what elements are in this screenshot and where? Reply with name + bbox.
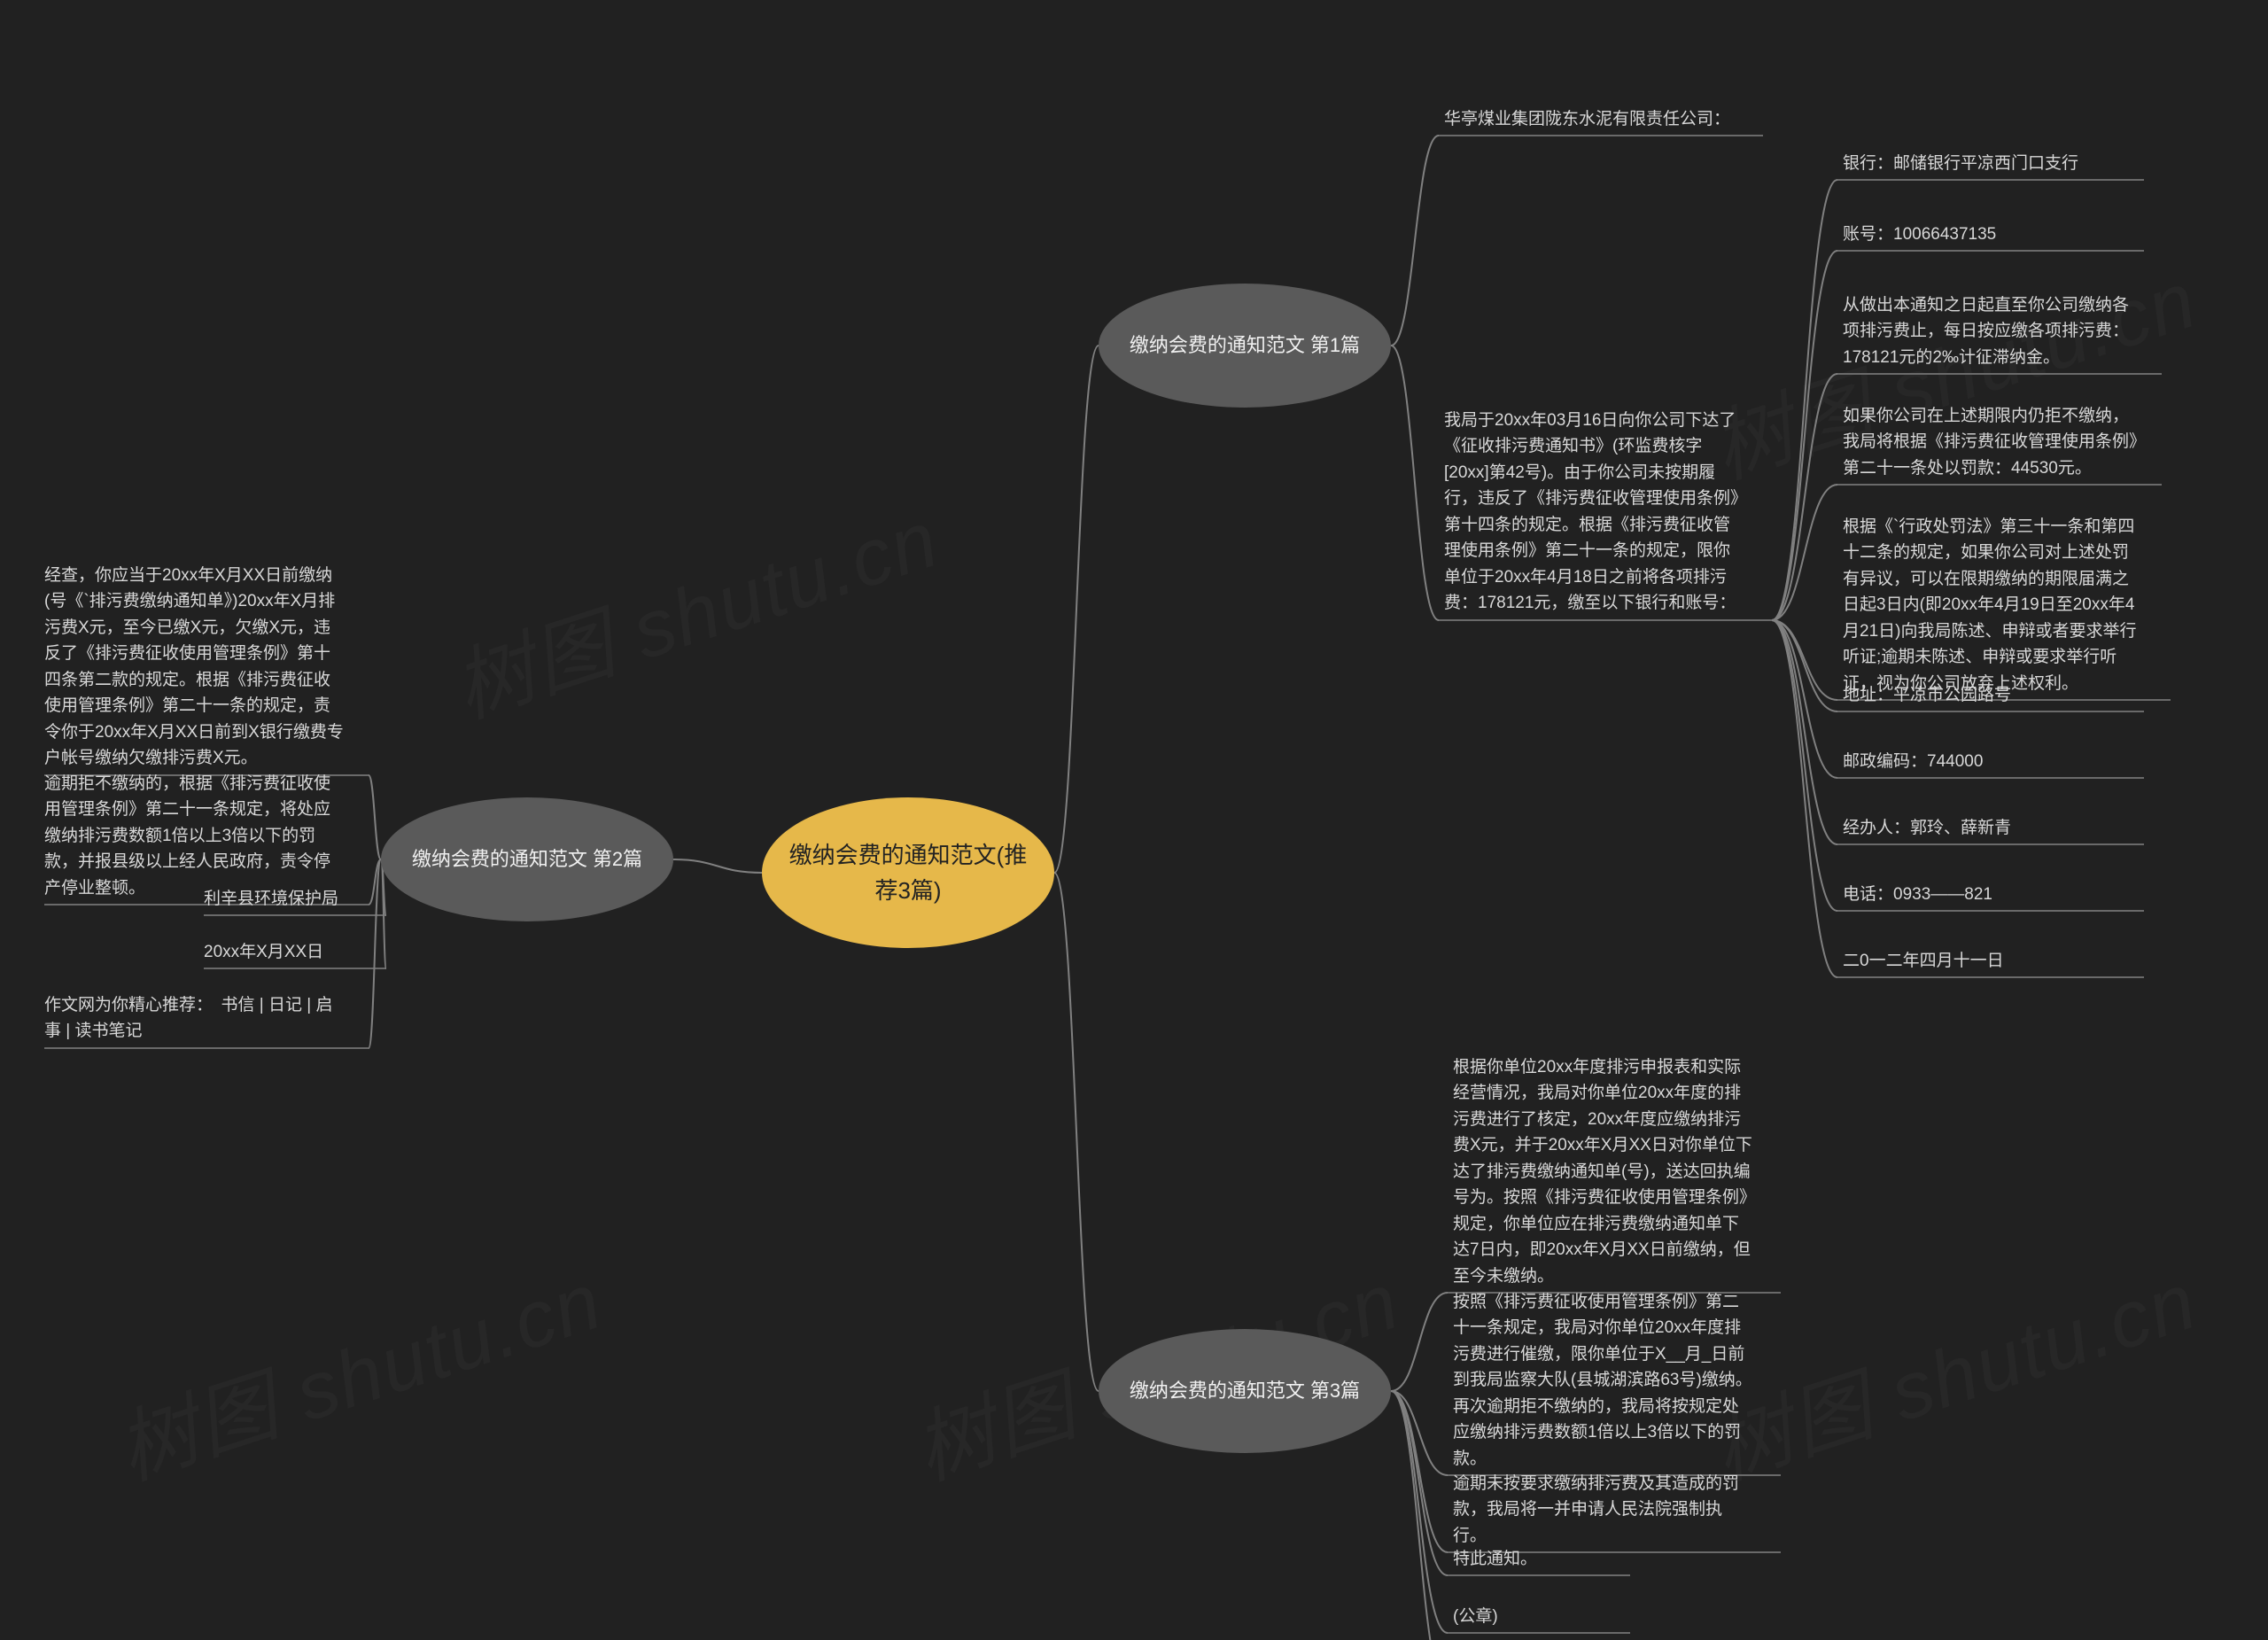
mindmap-leaf: 我局于20xx年03月16日向你公司下达了《征收排污费通知书》(环监费核字[20… [1444, 408, 1745, 617]
mindmap-leaf: 20xx年X月XX日 [204, 939, 381, 965]
mindmap-branch[interactable]: 缴纳会费的通知范文 第2篇 [381, 797, 673, 921]
mindmap-leaf: 根据《`行政处罚法》第三十一条和第四十二条的规定，如果你公司对上述处罚有异议，可… [1843, 514, 2144, 696]
mindmap-branch[interactable]: 缴纳会费的通知范文 第3篇 [1099, 1329, 1391, 1453]
mindmap-leaf: 特此通知。 [1453, 1546, 1630, 1572]
mindmap-leaf: 如果你公司在上述期限内仍拒不缴纳，我局将根据《排污费征收管理使用条例》第二十一条… [1843, 403, 2144, 481]
mindmap-leaf: 邮政编码：744000 [1843, 749, 2144, 774]
watermark: 树图 shutu.cn [438, 475, 951, 740]
mindmap-leaf: 电话：0933——821 [1843, 882, 2144, 907]
mindmap-leaf: 经查，你应当于20xx年X月XX日前缴纳(号《`排污费缴纳通知单》)20xx年X… [44, 563, 346, 772]
mindmap-leaf: 从做出本通知之日起直至你公司缴纳各项排污费止，每日按应缴各项排污费：178121… [1843, 292, 2144, 370]
mindmap-leaf: 作文网为你精心推荐： 书信 | 日记 | 启事 | 读书笔记 [44, 992, 346, 1045]
mindmap-leaf: 按照《排污费征收使用管理条例》第二十一条规定，我局对你单位20xx年度排污费进行… [1453, 1289, 1754, 1472]
mindmap-leaf: 经办人：郭玲、薛新青 [1843, 815, 2144, 841]
mindmap-leaf: 逾期拒不缴纳的，根据《排污费征收使用管理条例》第二十一条规定，将处应缴纳排污费数… [44, 771, 346, 901]
mindmap-leaf: 银行：邮储银行平凉西门口支行 [1843, 151, 2144, 176]
watermark: 树图 shutu.cn [101, 1237, 615, 1502]
mindmap-leaf: 地址：平凉市公园路号 [1843, 682, 2144, 708]
mindmap-leaf: 逾期未按要求缴纳排污费及其造成的罚款，我局将一并申请人民法院强制执行。 [1453, 1471, 1754, 1549]
mindmap-leaf: 二0一二年四月十一日 [1843, 948, 2144, 974]
mindmap-leaf: (公章) [1453, 1604, 1630, 1629]
mindmap-leaf: 账号：10066437135 [1843, 222, 2144, 247]
mindmap-leaf: 华亭煤业集团陇东水泥有限责任公司： [1444, 106, 1745, 132]
mindmap-leaf: 根据你单位20xx年度排污申报表和实际经营情况，我局对你单位20xx年度的排污费… [1453, 1054, 1754, 1289]
watermark: 树图 shutu.cn [1696, 1237, 2210, 1502]
mindmap-leaf: 利辛县环境保护局 [204, 886, 381, 912]
mindmap-branch[interactable]: 缴纳会费的通知范文 第1篇 [1099, 284, 1391, 408]
mindmap-root[interactable]: 缴纳会费的通知范文(推荐3篇) [762, 797, 1054, 948]
